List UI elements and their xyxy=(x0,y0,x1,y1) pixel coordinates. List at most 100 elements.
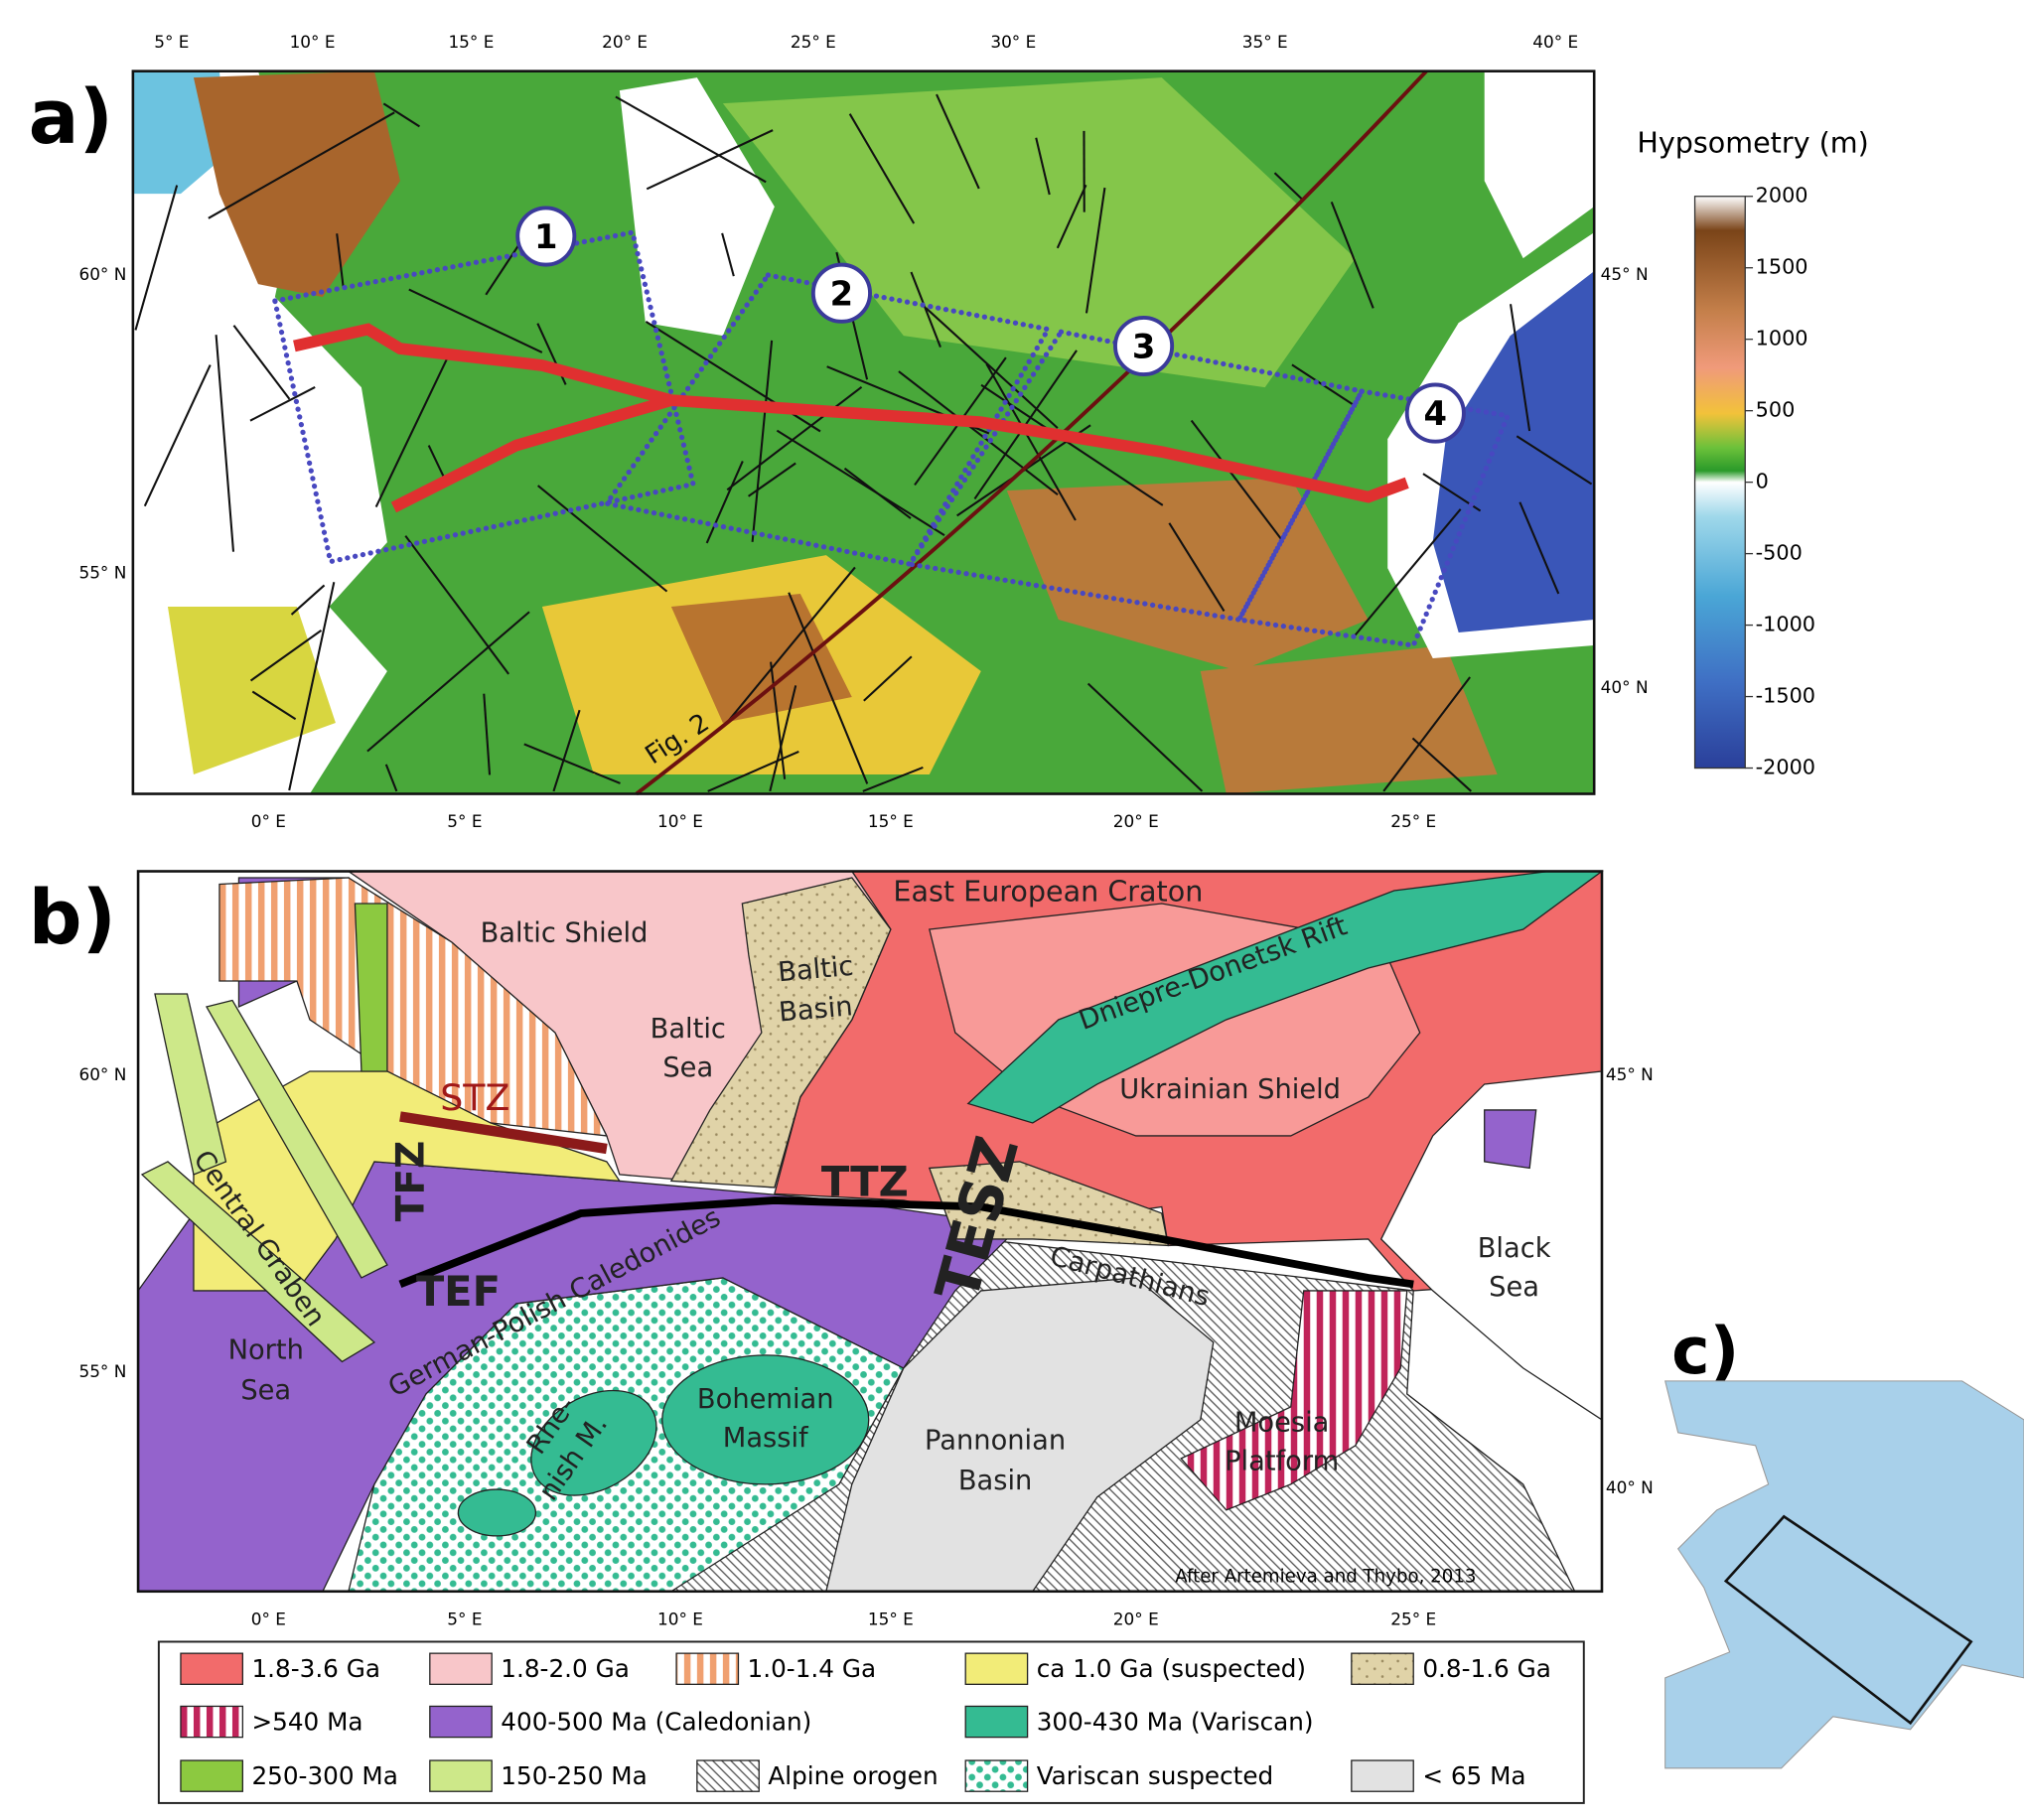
study-box xyxy=(271,229,697,565)
legend-swatch xyxy=(180,1759,244,1792)
map-a-frame xyxy=(131,70,1596,795)
region-label: Basin xyxy=(958,1466,1033,1496)
seismic-profile-line xyxy=(1516,435,1593,486)
region-label: TFZ xyxy=(388,1141,433,1222)
map-south-brown xyxy=(1200,645,1498,794)
unit-moesia xyxy=(1180,1290,1408,1511)
seismic-profile-line xyxy=(776,429,945,537)
seismic-profile-line xyxy=(1330,201,1374,309)
legend-swatch xyxy=(429,1759,493,1792)
lon-label: 40° E xyxy=(1532,32,1578,52)
colorbar-tick-label: 2000 xyxy=(1756,184,1808,208)
unit-pannonian xyxy=(825,1277,1215,1593)
red-transect xyxy=(390,394,673,513)
profile-number: 1 xyxy=(534,217,558,256)
unit-rhenish xyxy=(530,1389,657,1496)
seismic-profile-line xyxy=(936,93,980,190)
map-low-yellow xyxy=(167,607,336,775)
seismic-profile-line xyxy=(1084,187,1106,314)
legend-label: Variscan suspected xyxy=(1037,1761,1274,1790)
inset-region-box xyxy=(1723,1514,1973,1726)
seismic-profile-line xyxy=(1168,522,1226,612)
legend-swatch xyxy=(675,1652,740,1685)
seismic-profile-line xyxy=(1353,508,1462,638)
credit: After Artemieva and Thybo, 2013 xyxy=(1175,1566,1476,1587)
legend-swatch xyxy=(964,1705,1029,1739)
map-plain xyxy=(722,77,1356,388)
lon-label: 0° E xyxy=(251,1609,286,1628)
region-label: North xyxy=(228,1335,304,1366)
seismic-profile-line xyxy=(134,185,179,331)
legend-label: 1.0-1.4 Ga xyxy=(748,1654,877,1683)
seismic-profile-line xyxy=(1382,676,1471,792)
legend-swatch xyxy=(429,1652,493,1685)
region-label: TTZ xyxy=(821,1157,909,1205)
region-label: Baltic xyxy=(651,1014,726,1045)
region-label: Bohemian xyxy=(697,1384,834,1415)
lat-label: 45° N xyxy=(1606,1064,1654,1084)
lat-label: 45° N xyxy=(1601,264,1649,284)
seismic-profile-line xyxy=(615,95,767,184)
lon-label: 35° E xyxy=(1242,32,1288,52)
seismic-profile-line xyxy=(1035,137,1051,196)
lon-label: 10° E xyxy=(290,32,336,52)
region-label: Baltic xyxy=(777,951,855,989)
profile-number: 4 xyxy=(1424,394,1448,433)
lat-label: 55° N xyxy=(78,562,126,582)
seismic-profile-line xyxy=(925,307,1059,429)
seismic-profile-line xyxy=(898,370,1059,495)
legend-label: 0.8-1.6 Ga xyxy=(1422,1654,1551,1683)
lon-label: 30° E xyxy=(990,32,1036,52)
colorbar-tick-label: 0 xyxy=(1756,470,1769,493)
map-highland xyxy=(193,70,400,298)
unit-rift xyxy=(354,903,388,1072)
profile-marker xyxy=(1113,315,1175,377)
seismic-profile-line xyxy=(769,685,797,792)
unit-bohemian xyxy=(661,1354,870,1485)
seismic-profile-line xyxy=(705,460,744,544)
legend-label: 300-430 Ma (Variscan) xyxy=(1037,1707,1314,1736)
colorbar xyxy=(1693,196,1746,770)
seismic-profile-line xyxy=(290,584,326,616)
unit-baltic-basin xyxy=(928,1161,1170,1247)
seismic-profile-line xyxy=(523,743,621,784)
seismic-profile-line xyxy=(251,690,297,721)
panel-label: c) xyxy=(1671,1315,1739,1389)
region-label: Black xyxy=(1478,1233,1551,1264)
unit-rift xyxy=(205,999,388,1279)
lon-label: 5° E xyxy=(154,32,189,52)
lat-label: 40° N xyxy=(1606,1477,1654,1497)
seismic-profile-line xyxy=(404,535,509,675)
seismic-profile-line xyxy=(863,655,913,702)
seismic-profile-line xyxy=(747,462,796,497)
legend-label: 1.8-3.6 Ga xyxy=(251,1654,380,1683)
map-black-sea xyxy=(1432,271,1595,633)
seismic-profile-line xyxy=(208,111,395,219)
region-label: Sea xyxy=(662,1052,713,1083)
colorbar-tick-label: -1500 xyxy=(1756,684,1815,708)
region-label: Sea xyxy=(1489,1272,1539,1303)
seismic-profile-line xyxy=(1273,172,1304,201)
seismic-profile-line xyxy=(382,102,420,128)
seismic-profile-line xyxy=(788,592,869,784)
seismic-profile-line xyxy=(366,611,530,753)
map-b-frame xyxy=(136,870,1604,1594)
seismic-profile-line xyxy=(1411,737,1473,792)
legend-swatch xyxy=(180,1705,244,1739)
seismic-profile-line xyxy=(1056,184,1087,249)
seismic-profile-line xyxy=(910,271,941,348)
region-label: Moesia xyxy=(1234,1407,1330,1438)
legend-label: 150-250 Ma xyxy=(501,1761,647,1790)
map-mountains xyxy=(1006,478,1369,672)
seismic-profile-line xyxy=(483,693,492,775)
legend-box xyxy=(157,1640,1585,1804)
profile-marker xyxy=(810,262,872,324)
seismic-profile-line xyxy=(537,485,668,593)
region-label: Sea xyxy=(240,1375,291,1406)
colorbar-tick-label: 1500 xyxy=(1756,255,1808,279)
crimea xyxy=(1484,1109,1537,1170)
lat-label: 40° N xyxy=(1601,677,1649,697)
panel-label: a) xyxy=(29,73,113,161)
unit-dniepre-donetsk xyxy=(966,870,1604,1124)
